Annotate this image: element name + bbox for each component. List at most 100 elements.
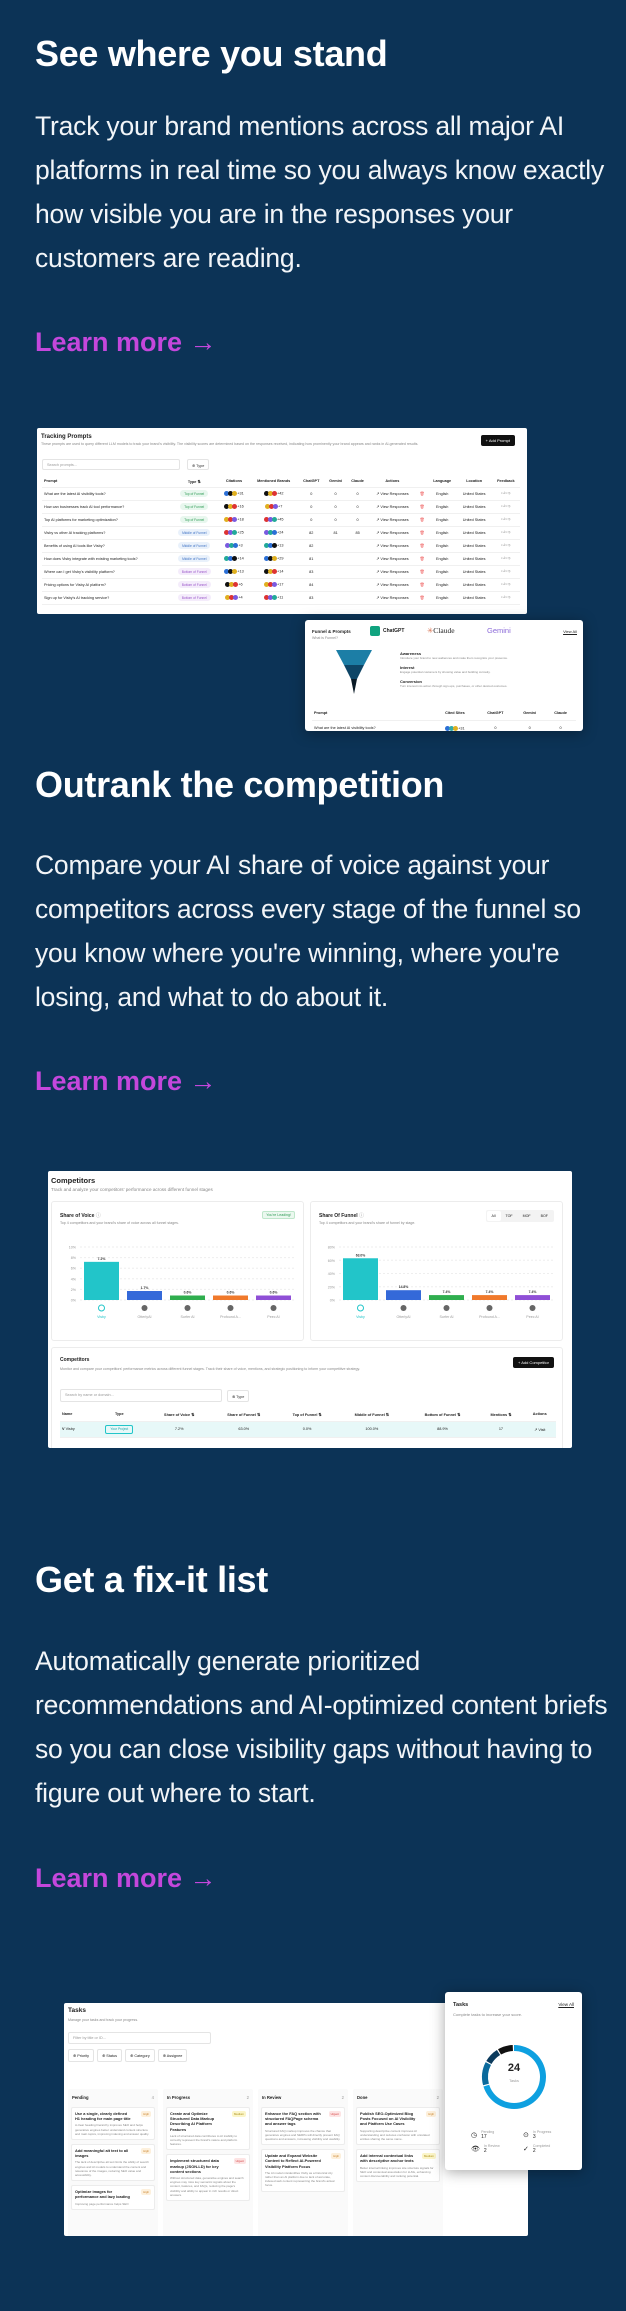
- column-header[interactable]: Mentions ⇅: [478, 1408, 524, 1422]
- feedback-cell: 👍︎ 👎︎: [491, 526, 520, 540]
- help-icon[interactable]: ⓘ: [359, 1213, 365, 1219]
- table-row[interactable]: How does Visby integrate with existing m…: [42, 552, 520, 566]
- table-row[interactable]: Visby vs other AI tracking platforms? Mid…: [42, 526, 520, 540]
- chatgpt-cell: 0: [476, 720, 515, 731]
- view-responses-link[interactable]: ↗ View Responses: [368, 539, 417, 553]
- view-all-link[interactable]: View All: [563, 629, 577, 634]
- thumbs-down-icon[interactable]: 👎︎: [506, 530, 511, 534]
- add-competitor-button[interactable]: + Add Competitor: [512, 1357, 554, 1368]
- thumbs-up-icon[interactable]: 👍︎: [501, 530, 507, 534]
- stat-label: In Review: [483, 2144, 500, 2148]
- filter-assignee[interactable]: ⊕ Assignee: [157, 2049, 188, 2062]
- delete-icon[interactable]: 🗑: [416, 513, 428, 527]
- table-row[interactable]: Benefits of using AI tools like Visby? Mi…: [42, 539, 520, 553]
- feedback-cell: 👍︎ 👎︎: [491, 578, 520, 592]
- help-icon[interactable]: ⓘ: [95, 1213, 101, 1219]
- thumbs-up-icon[interactable]: 👍︎: [501, 491, 507, 495]
- task-card[interactable]: Update and Expand Website Content to Ref…: [261, 2149, 345, 2192]
- feedback-cell: 👍︎ 👎︎: [491, 591, 520, 605]
- thumbs-up-icon[interactable]: 👍︎: [501, 543, 507, 547]
- language-cell: English: [427, 565, 457, 579]
- search-prompts-input[interactable]: Search prompts...: [42, 459, 180, 470]
- column-header[interactable]: Actions: [523, 1408, 556, 1422]
- task-card[interactable]: Create and Optimize Structured Data Mark…: [166, 2107, 250, 2151]
- learn-more-link[interactable]: Learn more →: [35, 1066, 217, 1096]
- filter-priority[interactable]: ⊕ Priority: [68, 2049, 95, 2062]
- task-card[interactable]: Add meaningful alt text to all images Hig…: [71, 2144, 155, 2182]
- delete-icon[interactable]: 🗑: [416, 500, 428, 514]
- thumbs-down-icon[interactable]: 👎︎: [506, 517, 511, 521]
- delete-icon[interactable]: 🗑: [416, 487, 428, 501]
- feedback-cell: 👍︎ 👎︎: [491, 500, 520, 514]
- visit-link[interactable]: Visit: [538, 1427, 546, 1432]
- thumbs-up-icon[interactable]: 👍︎: [501, 582, 507, 586]
- task-card[interactable]: Add internal contextual links with descr…: [356, 2149, 440, 2183]
- thumbs-up-icon[interactable]: 👍︎: [501, 569, 507, 573]
- funnel-prompts-popup: Funnel & Prompts What is Funnel? ChatGPT…: [305, 620, 583, 731]
- column-header[interactable]: Middle of Funnel ⇅: [337, 1408, 407, 1422]
- actions-cell[interactable]: ↗ Visit: [523, 1421, 556, 1438]
- task-card[interactable]: Enhance the FAQ section with structured …: [261, 2107, 345, 2146]
- type-filter-button[interactable]: ⊕ Type: [187, 459, 210, 470]
- task-filter-input[interactable]: Filter by title or ID...: [68, 2032, 211, 2044]
- thumbs-down-icon[interactable]: 👎︎: [506, 556, 511, 560]
- table-row[interactable]: What are the latest AI visibility tools?…: [42, 487, 520, 501]
- delete-icon[interactable]: 🗑: [416, 526, 428, 540]
- thumbs-down-icon[interactable]: 👎︎: [506, 543, 511, 547]
- view-responses-link[interactable]: ↗ View Responses: [368, 526, 417, 540]
- table-row[interactable]: Sign up for Visby's AI tracking service?…: [42, 591, 520, 605]
- task-card[interactable]: Use a single, clearly defined H1 heading…: [71, 2107, 155, 2141]
- view-responses-link[interactable]: ↗ View Responses: [368, 552, 417, 566]
- view-responses-link[interactable]: ↗ View Responses: [368, 513, 417, 527]
- delete-icon[interactable]: 🗑: [416, 578, 428, 592]
- tab-all[interactable]: All: [486, 1211, 501, 1221]
- tab-tof[interactable]: TOF: [505, 1214, 513, 1218]
- tab-mof[interactable]: MOF: [522, 1214, 531, 1218]
- view-responses-link[interactable]: ↗ View Responses: [368, 487, 417, 501]
- competitor-search-input[interactable]: Search by name or domain...: [60, 1389, 222, 1402]
- add-prompt-button[interactable]: + Add Prompt: [480, 435, 515, 446]
- view-all-link[interactable]: View All: [558, 2002, 574, 2007]
- column-header[interactable]: Name: [60, 1408, 91, 1422]
- view-responses-link[interactable]: ↗ View Responses: [368, 565, 417, 579]
- thumbs-up-icon[interactable]: 👍︎: [501, 504, 507, 508]
- thumbs-up-icon[interactable]: 👍︎: [501, 517, 507, 521]
- delete-icon[interactable]: 🗑: [416, 552, 428, 566]
- learn-more-link[interactable]: Learn more →: [35, 327, 217, 357]
- column-header[interactable]: Type: [90, 1408, 149, 1422]
- table-row[interactable]: How can businesses track AI tool perform…: [42, 500, 520, 514]
- avatar-icon: [232, 517, 238, 522]
- thumbs-down-icon[interactable]: 👎︎: [506, 504, 511, 508]
- view-responses-link[interactable]: ↗ View Responses: [368, 591, 417, 605]
- column-header[interactable]: Bottom of Funnel ⇅: [406, 1408, 479, 1422]
- task-card[interactable]: Optimize images for performance and lazy…: [71, 2185, 155, 2210]
- thumbs-up-icon[interactable]: 👍︎: [501, 556, 507, 560]
- view-responses-link[interactable]: ↗ View Responses: [368, 500, 417, 514]
- table-row[interactable]: Pricing options for Visby AI platform? Bo…: [42, 578, 520, 592]
- thumbs-up-icon[interactable]: 👍︎: [501, 595, 507, 599]
- feedback-cell: 👍︎ 👎︎: [491, 539, 520, 553]
- column-header: In Progress 2: [163, 2089, 253, 2104]
- table-row[interactable]: Where can I get Visby's visibility platf…: [42, 565, 520, 579]
- task-card[interactable]: Publish SEO-Optimized Blog Posts Focused…: [356, 2107, 440, 2146]
- table-row[interactable]: Top AI platforms for marketing optimizat…: [42, 513, 520, 527]
- thumbs-down-icon[interactable]: 👎︎: [506, 582, 511, 586]
- thumbs-down-icon[interactable]: 👎︎: [506, 491, 511, 495]
- type-filter-button[interactable]: ⊗ Type: [227, 1390, 250, 1402]
- delete-icon[interactable]: 🗑: [416, 565, 428, 579]
- thumbs-down-icon[interactable]: 👎︎: [506, 595, 511, 599]
- delete-icon[interactable]: 🗑: [416, 591, 428, 605]
- column-header[interactable]: Top of Funnel ⇅: [277, 1408, 338, 1422]
- task-card[interactable]: Implement structured data markup (JSON-L…: [166, 2154, 250, 2202]
- filter-category[interactable]: ⊕ Category: [125, 2049, 155, 2062]
- delete-icon[interactable]: 🗑: [416, 539, 428, 553]
- tab-bof[interactable]: BOF: [540, 1214, 548, 1218]
- stage-desc: Introduce your brand to new audiences an…: [400, 656, 508, 660]
- column-header[interactable]: Share of Voice ⇅: [148, 1408, 211, 1422]
- learn-more-link[interactable]: Learn more →: [35, 1863, 217, 1893]
- thumbs-down-icon[interactable]: 👎︎: [506, 569, 511, 573]
- view-responses-link[interactable]: ↗ View Responses: [368, 578, 417, 592]
- section-title: Outrank the competition: [35, 764, 445, 805]
- filter-status[interactable]: ⊕ Status: [97, 2049, 123, 2062]
- column-header[interactable]: Share of Funnel ⇅: [210, 1408, 278, 1422]
